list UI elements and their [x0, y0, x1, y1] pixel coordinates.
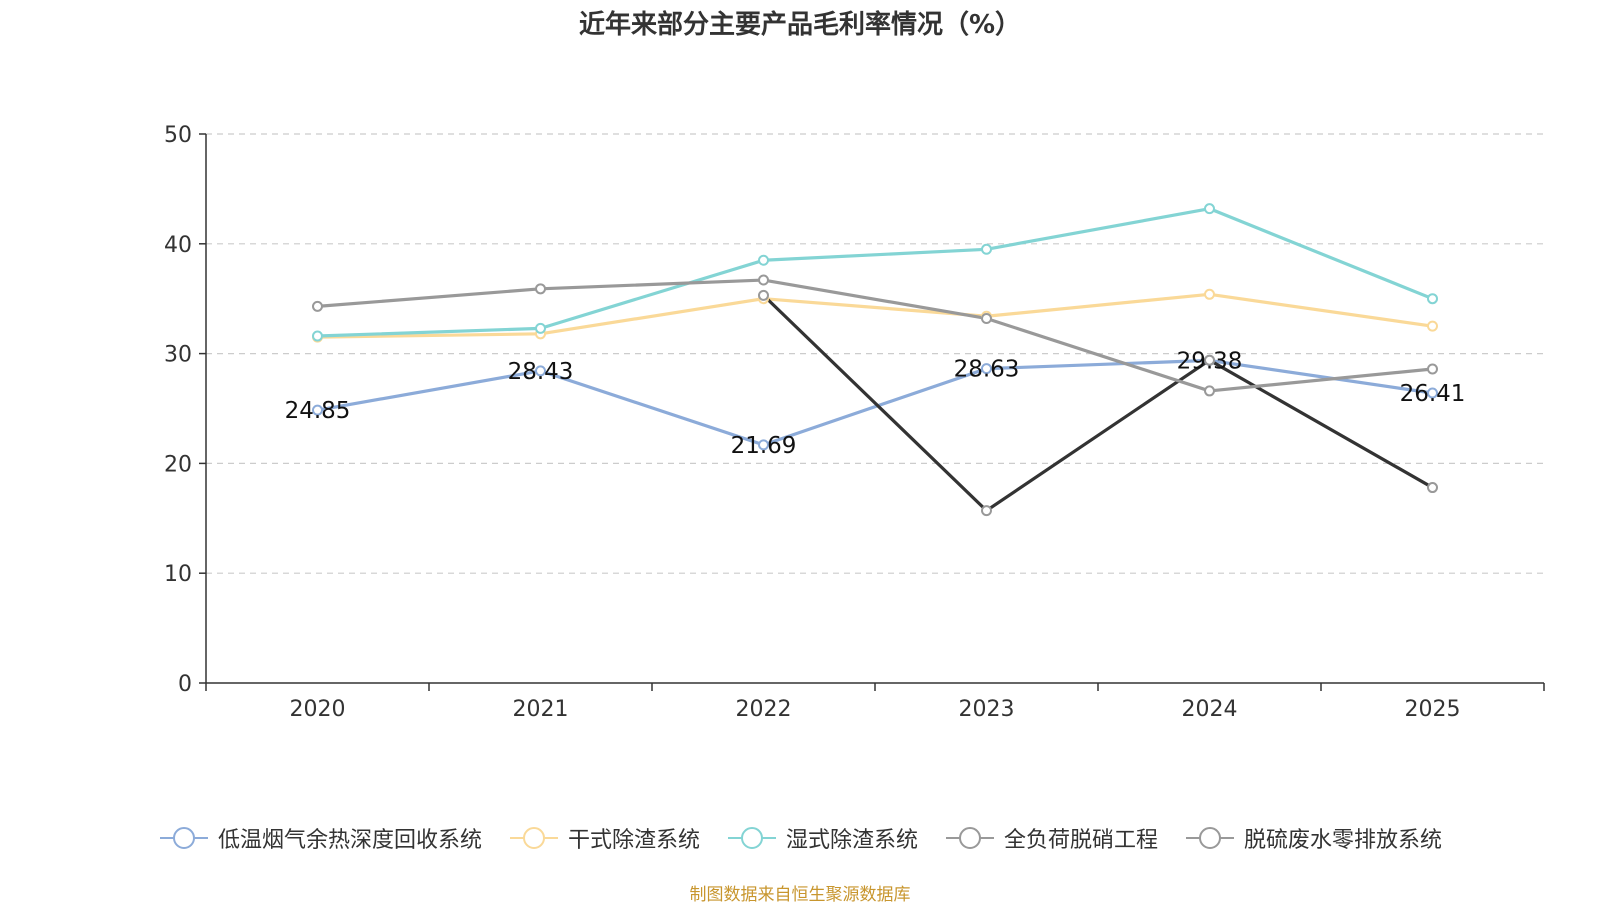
data-label: 26.41: [1400, 381, 1466, 407]
legend-item-waste-heat[interactable]: 低温烟气余热深度回收系统: [158, 822, 482, 854]
data-point: [1427, 320, 1438, 332]
legend-item-denitration[interactable]: 全负荷脱硝工程: [944, 822, 1158, 854]
legend-marker-icon: [159, 827, 208, 849]
data-point: [981, 505, 992, 517]
data-point: [758, 254, 769, 266]
series-line-3: [762, 294, 1434, 513]
data-label: 29.38: [1177, 348, 1243, 374]
x-tick-label: 2021: [513, 697, 569, 722]
legend-label: 低温烟气余热深度回收系统: [217, 828, 482, 853]
legend-label: 脱硫废水零排放系统: [1244, 828, 1443, 853]
x-tick-label: 2023: [959, 697, 1015, 722]
data-point: [981, 243, 992, 255]
data-label: 21.69: [731, 433, 797, 459]
data-point: [1427, 387, 1438, 399]
data-point: [758, 274, 769, 286]
legend-label: 全负荷脱硝工程: [1004, 828, 1159, 853]
legend-item-zero-discharge[interactable]: 脱硫废水零排放系统: [1184, 822, 1442, 854]
data-point: [1204, 288, 1215, 300]
data-point: [1204, 354, 1215, 366]
series-line-1: [317, 292, 1433, 339]
data-point: [312, 330, 323, 342]
y-tick-label: 50: [164, 123, 192, 148]
data-point: [758, 289, 769, 301]
data-point: [312, 404, 323, 416]
data-label: 28.43: [508, 359, 574, 385]
data-point: [535, 322, 546, 334]
data-point: [535, 365, 546, 377]
source-note: 制图数据来自恒生聚源数据库: [689, 885, 911, 905]
data-point: [312, 300, 323, 312]
chart-title: 近年来部分主要产品毛利率情况（%）: [578, 10, 1022, 40]
legend-marker-icon: [946, 827, 994, 849]
legend-item-wet-slag[interactable]: 湿式除渣系统: [726, 822, 918, 854]
legend-label: 干式除渣系统: [567, 828, 700, 853]
legend-label: 湿式除渣系统: [785, 828, 918, 853]
data-label: 28.63: [954, 357, 1020, 383]
data-point: [981, 312, 992, 324]
x-tick-label: 2025: [1405, 697, 1461, 722]
data-label: 24.85: [285, 398, 351, 424]
data-point: [535, 283, 546, 295]
y-tick-label: 10: [164, 562, 192, 587]
data-point: [981, 363, 992, 375]
data-point: [1204, 385, 1215, 397]
legend-marker-icon: [1186, 827, 1235, 849]
data-point: [758, 439, 769, 451]
legend-item-dry-slag[interactable]: 干式除渣系统: [508, 822, 700, 854]
x-tick-label: 2020: [290, 697, 346, 722]
x-tick-label: 2024: [1182, 697, 1238, 722]
data-point: [1427, 363, 1438, 375]
y-tick-label: 0: [178, 672, 192, 697]
series-line-4: [317, 278, 1433, 393]
y-tick-label: 40: [164, 233, 192, 258]
y-tick-label: 20: [164, 452, 192, 477]
legend-marker-icon: [509, 827, 558, 849]
data-point: [1427, 482, 1438, 494]
series-line-0: [317, 358, 1433, 447]
data-point: [1204, 203, 1215, 215]
data-point: [1427, 293, 1438, 305]
legend-marker-icon: [727, 827, 776, 849]
x-tick-label: 2022: [736, 697, 792, 722]
series-line-2: [317, 207, 1434, 338]
legend: 低温烟气余热深度回收系统 干式除渣系统 湿式除渣系统 全负荷脱硝工程 脱硫废水零…: [0, 822, 1600, 854]
y-tick-label: 30: [164, 343, 192, 368]
